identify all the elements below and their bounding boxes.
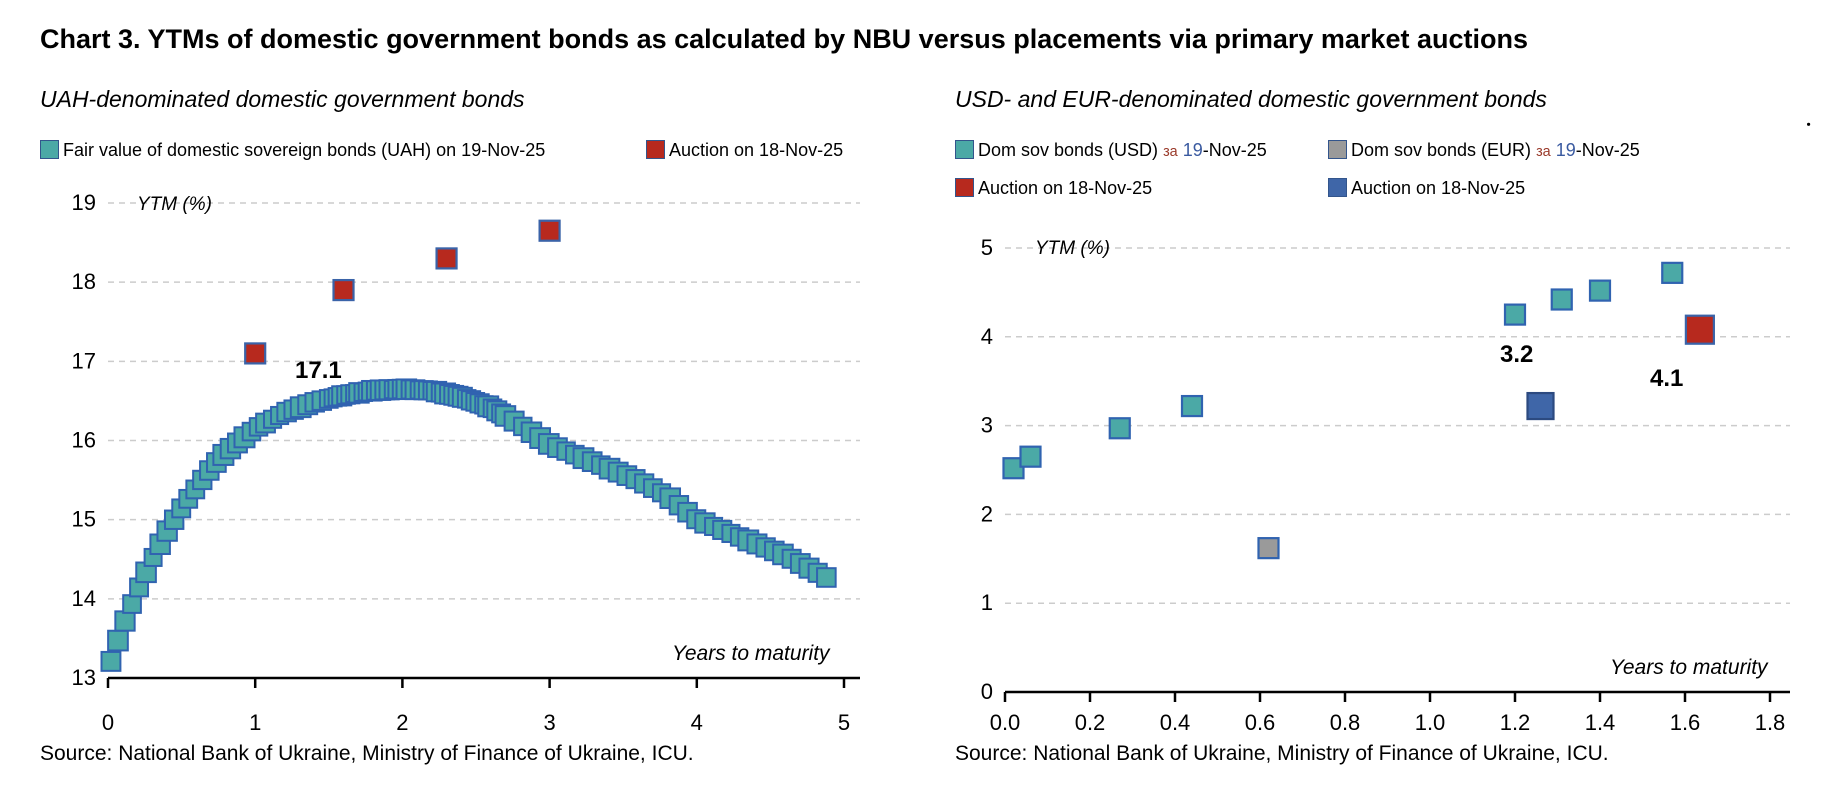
svg-text:0.4: 0.4 [1160,710,1191,735]
svg-text:1.2: 1.2 [1500,710,1531,735]
svg-text:3: 3 [543,710,555,735]
svg-text:2: 2 [981,501,993,526]
svg-text:0.0: 0.0 [990,710,1021,735]
svg-text:5: 5 [981,235,993,260]
svg-text:4: 4 [981,324,993,349]
svg-text:1: 1 [249,710,261,735]
svg-text:3.2: 3.2 [1500,341,1533,368]
svg-text:YTM (%): YTM (%) [1035,238,1110,259]
svg-text:1: 1 [981,590,993,615]
svg-text:14: 14 [72,586,96,611]
svg-text:1.8: 1.8 [1755,710,1786,735]
svg-text:1.4: 1.4 [1585,710,1616,735]
svg-text:4.1: 4.1 [1650,365,1683,392]
svg-text:0.2: 0.2 [1075,710,1106,735]
svg-text:0: 0 [981,679,993,704]
svg-text:4: 4 [691,710,703,735]
svg-text:13: 13 [72,665,96,690]
svg-text:16: 16 [72,428,96,453]
svg-text:Years to maturity: Years to maturity [1610,656,1769,679]
svg-text:YTM (%): YTM (%) [137,194,212,215]
svg-text:0.8: 0.8 [1330,710,1361,735]
svg-text:17: 17 [72,348,96,373]
svg-text:1.0: 1.0 [1415,710,1446,735]
svg-text:Years to maturity: Years to maturity [672,642,831,665]
svg-text:5: 5 [838,710,850,735]
svg-text:0.6: 0.6 [1245,710,1276,735]
svg-text:15: 15 [72,507,96,532]
svg-text:3: 3 [981,413,993,438]
svg-text:17.1: 17.1 [295,357,342,384]
svg-text:1.6: 1.6 [1670,710,1701,735]
svg-text:18: 18 [72,269,96,294]
svg-text:19: 19 [72,190,96,215]
svg-text:2: 2 [396,710,408,735]
svg-text:0: 0 [102,710,114,735]
